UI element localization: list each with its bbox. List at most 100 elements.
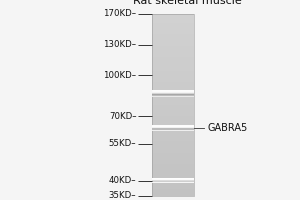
Text: Rat skeletal muscle: Rat skeletal muscle [133, 0, 242, 6]
Text: 55KD–: 55KD– [109, 139, 136, 148]
Bar [152, 27, 194, 30]
Bar [152, 96, 194, 98]
Text: 35KD–: 35KD– [109, 191, 136, 200]
Bar [152, 68, 194, 71]
Bar [152, 127, 194, 128]
Bar [152, 95, 194, 96]
Bar [152, 100, 194, 103]
Bar [152, 112, 194, 114]
Text: 100KD–: 100KD– [103, 71, 136, 80]
Bar [152, 92, 194, 93]
Bar [152, 77, 194, 80]
Bar [152, 194, 194, 196]
Bar [152, 66, 194, 69]
Bar [152, 179, 194, 180]
Bar [152, 91, 194, 94]
Bar [152, 182, 194, 183]
Bar [152, 23, 194, 25]
Bar [152, 178, 194, 179]
Bar [152, 87, 194, 89]
Bar [152, 21, 194, 23]
Bar [152, 121, 194, 123]
Bar [152, 125, 194, 128]
Bar [152, 146, 194, 148]
Bar [152, 96, 194, 97]
Text: 130KD–: 130KD– [103, 40, 136, 49]
Text: 40KD–: 40KD– [109, 176, 136, 185]
Bar [152, 123, 194, 125]
Bar [152, 107, 194, 110]
Bar [152, 168, 194, 171]
Bar [152, 155, 194, 157]
Bar [152, 180, 194, 181]
Bar [152, 37, 194, 39]
Bar [152, 141, 194, 144]
Bar [152, 191, 194, 194]
Bar [152, 179, 194, 180]
Bar [152, 62, 194, 64]
Bar [152, 126, 194, 127]
Bar [152, 39, 194, 41]
Bar [152, 80, 194, 82]
Bar [152, 184, 194, 187]
Bar [152, 55, 194, 57]
Bar [152, 16, 194, 19]
Bar [152, 128, 194, 130]
Bar [152, 175, 194, 178]
Bar [152, 178, 194, 179]
Bar [152, 143, 194, 146]
Bar [152, 109, 194, 112]
Bar [152, 18, 194, 21]
Bar [152, 93, 194, 94]
Bar [152, 130, 194, 132]
Bar [152, 162, 194, 164]
Text: GABRA5: GABRA5 [207, 123, 247, 133]
Bar [152, 130, 194, 131]
Bar [152, 71, 194, 73]
Bar [152, 159, 194, 162]
Bar [152, 157, 194, 160]
Bar [152, 93, 194, 94]
Bar [152, 84, 194, 87]
Bar [152, 96, 194, 97]
Bar [152, 25, 194, 28]
Bar [152, 93, 194, 96]
Bar [152, 134, 194, 137]
Bar [152, 14, 194, 196]
Bar [152, 91, 194, 92]
Bar [152, 129, 194, 130]
Bar [152, 153, 194, 155]
Bar [152, 82, 194, 85]
Bar [152, 89, 194, 91]
Bar [152, 116, 194, 119]
Bar [152, 118, 194, 121]
Bar [152, 103, 194, 105]
Bar [152, 57, 194, 60]
Bar [152, 139, 194, 141]
Bar [152, 164, 194, 166]
Text: 70KD–: 70KD– [109, 112, 136, 121]
Bar [152, 98, 194, 100]
Bar [152, 43, 194, 46]
Bar [152, 41, 194, 44]
Bar [152, 73, 194, 75]
Bar [152, 125, 194, 126]
Bar [152, 166, 194, 169]
Bar [152, 178, 194, 180]
Bar [152, 59, 194, 62]
Bar [152, 129, 194, 130]
Bar [152, 48, 194, 50]
Bar [152, 32, 194, 34]
Bar [152, 171, 194, 173]
Bar [152, 150, 194, 153]
Bar [152, 180, 194, 182]
Bar [152, 52, 194, 55]
Bar [152, 148, 194, 150]
Bar [152, 64, 194, 66]
Bar [152, 187, 194, 189]
Bar [152, 126, 194, 127]
Bar [152, 34, 194, 37]
Bar [152, 127, 194, 128]
Bar [152, 50, 194, 53]
Bar [152, 173, 194, 176]
